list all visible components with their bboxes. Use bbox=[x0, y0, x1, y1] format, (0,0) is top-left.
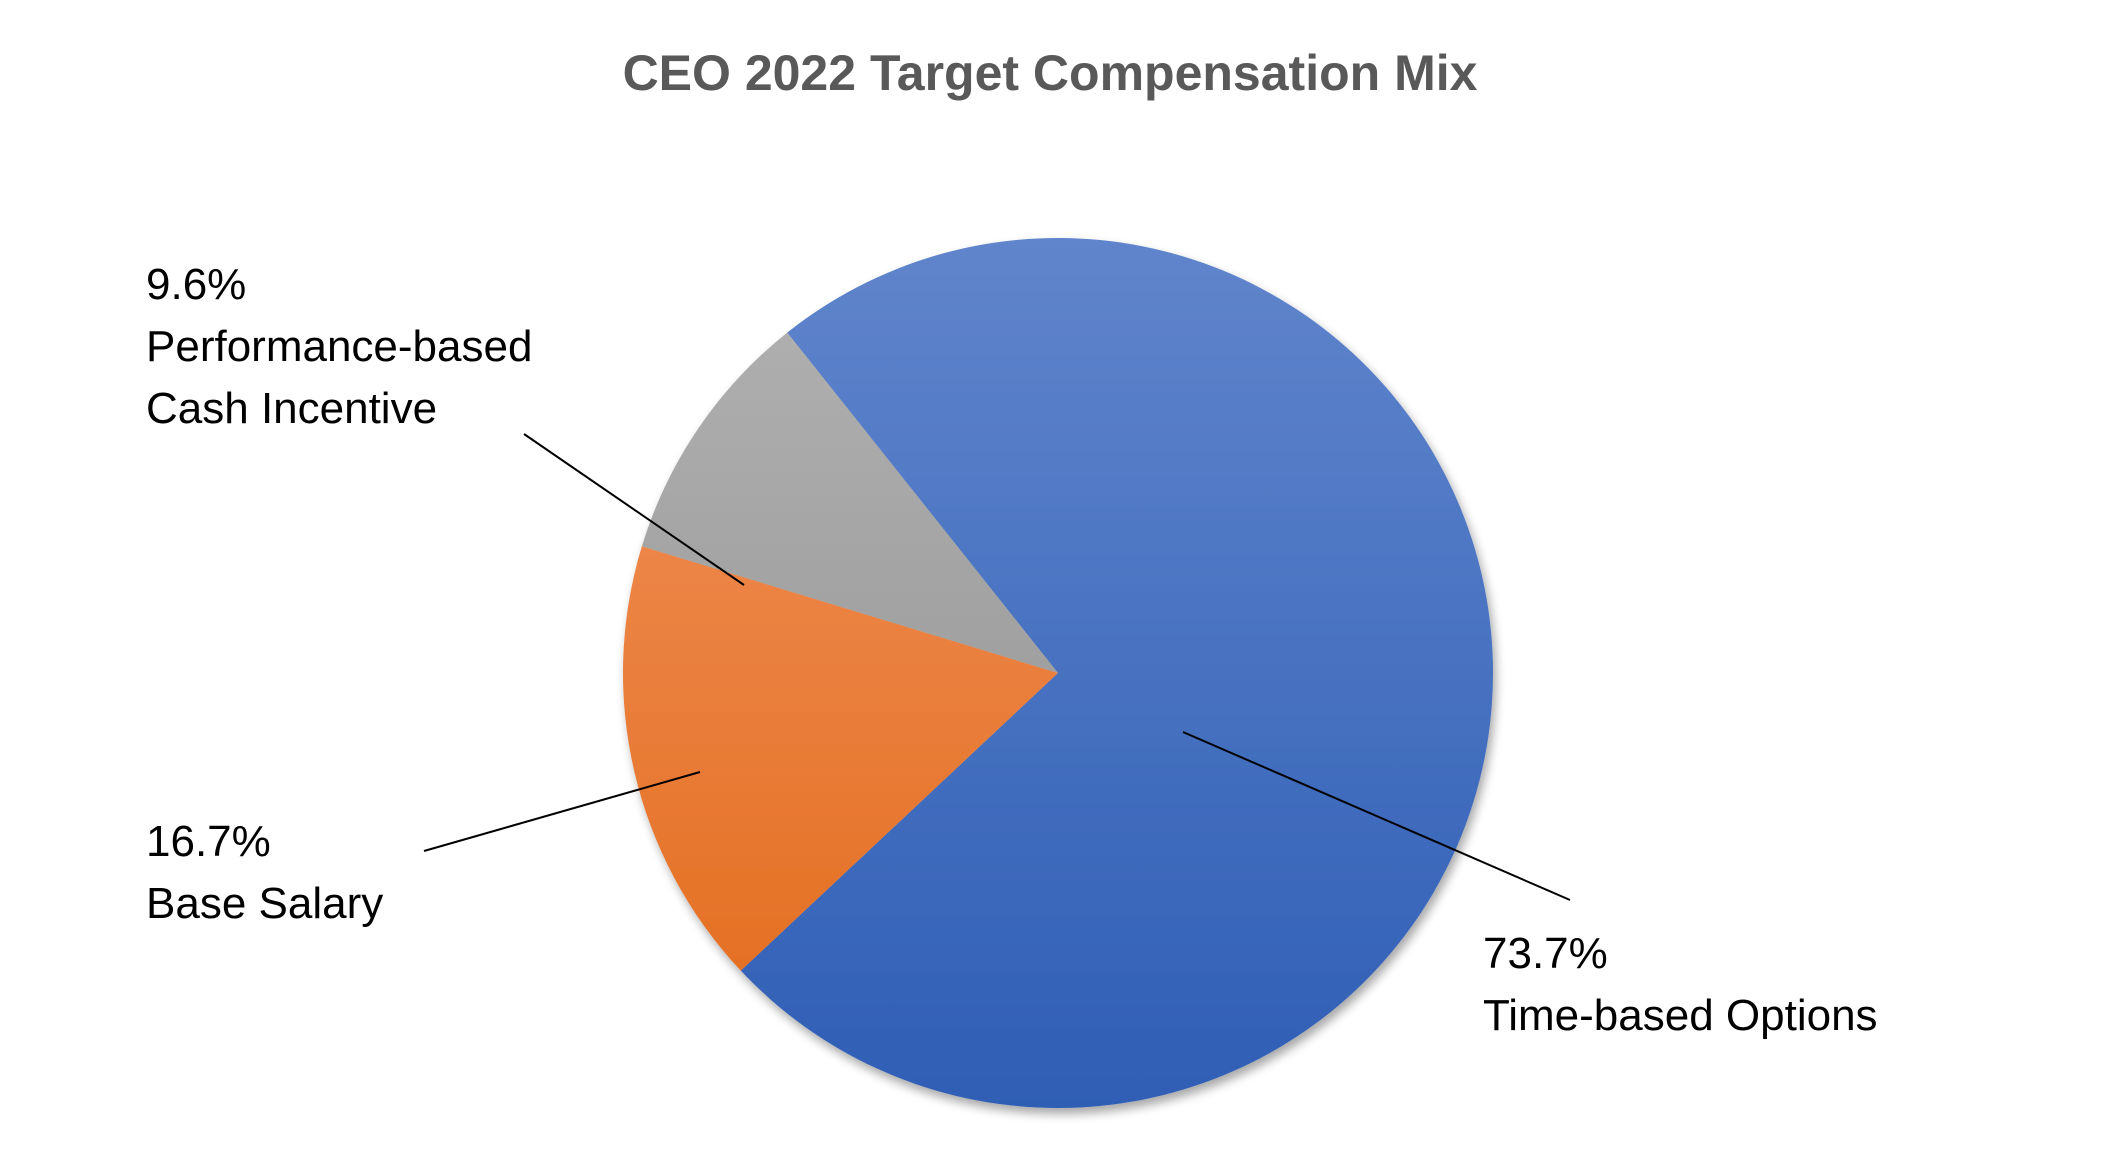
data-label-performance-cash-value: 9.6% bbox=[146, 260, 246, 309]
data-label-time-based-options: 73.7% Time-based Options bbox=[1483, 929, 1878, 1040]
leader-line-base-salary bbox=[423, 771, 701, 852]
data-label-time-based-options-value: 73.7% bbox=[1483, 929, 1608, 978]
pie-slice-performance-based-cash-incentive bbox=[641, 332, 1058, 673]
pie-slice-time-based-options bbox=[740, 238, 1493, 1109]
data-label-base-salary: 16.7% Base Salary bbox=[146, 817, 383, 928]
data-label-performance-cash: 9.6% Performance-based Cash Incentive bbox=[146, 260, 545, 433]
data-label-base-salary-value: 16.7% bbox=[146, 817, 271, 866]
leader-line-time-based-options bbox=[1182, 731, 1571, 901]
chart-title: CEO 2022 Target Compensation Mix bbox=[623, 45, 1478, 101]
leader-line-performance-cash bbox=[523, 433, 745, 586]
pie-slices bbox=[622, 238, 1493, 1109]
pie-slice-base-salary bbox=[622, 546, 1058, 971]
data-label-base-salary-name: Base Salary bbox=[146, 879, 383, 928]
data-label-performance-cash-name-line1: Performance-based bbox=[146, 322, 532, 371]
data-label-performance-cash-name-line2: Cash Incentive bbox=[146, 384, 437, 433]
data-label-time-based-options-name: Time-based Options bbox=[1483, 991, 1878, 1040]
